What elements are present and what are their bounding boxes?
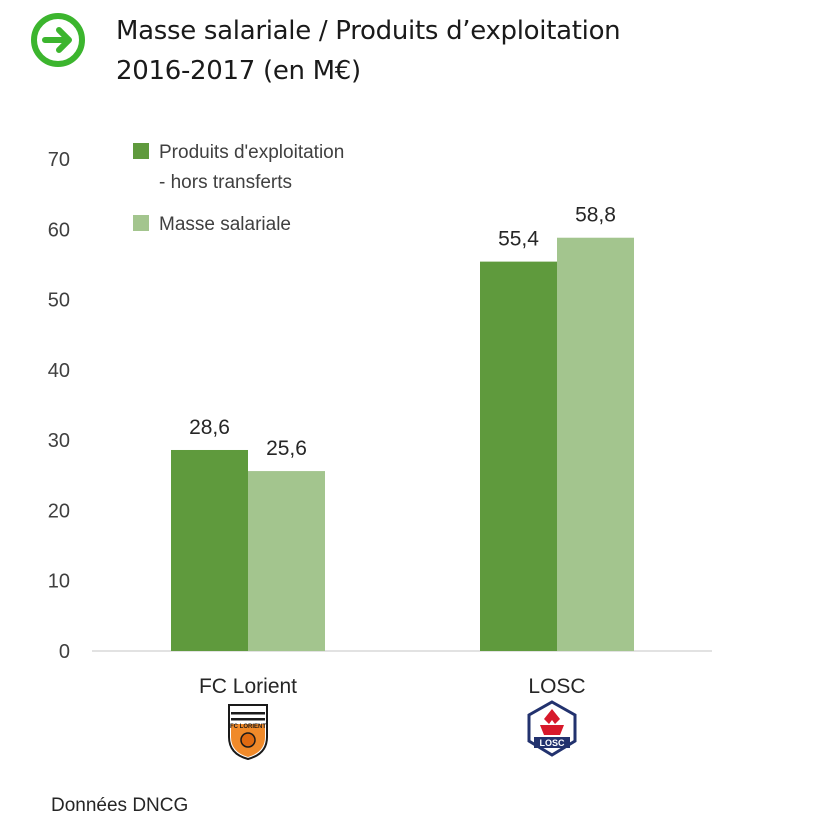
bar (480, 261, 557, 651)
data-label: 58,8 (575, 204, 616, 227)
y-axis: 0 10 20 30 40 50 60 70 (48, 149, 70, 663)
category-label: LOSC (528, 675, 585, 698)
data-label: 28,6 (189, 416, 230, 439)
legend: Produits d'exploitation - hors transferts… (133, 142, 344, 235)
source-note: Données DNCG (51, 795, 189, 816)
fc-lorient-crest-text: FC LORIENT (230, 724, 266, 730)
y-tick-label: 40 (48, 360, 70, 382)
arrow-circle-right-icon (31, 13, 85, 67)
y-tick-label: 20 (48, 500, 70, 522)
legend-label: - hors transferts (159, 172, 292, 193)
legend-label: Produits d'exploitation (159, 142, 344, 163)
data-label: 25,6 (266, 437, 307, 460)
y-tick-label: 0 (59, 641, 70, 663)
y-tick-label: 30 (48, 430, 70, 452)
y-tick-label: 60 (48, 219, 70, 241)
category-label: FC Lorient (199, 675, 297, 698)
bar (248, 471, 325, 651)
data-label: 55,4 (498, 228, 539, 251)
losc-crest-text: LOSC (539, 738, 565, 748)
fc-lorient-crest-icon: FC LORIENT (228, 704, 268, 761)
legend-swatch (133, 143, 149, 159)
losc-crest-icon: LOSC (527, 700, 577, 757)
chart-title-line-2: 2016-2017 (en M€) (116, 56, 361, 86)
legend-swatch (133, 215, 149, 231)
y-tick-label: 10 (48, 571, 70, 593)
bar (557, 237, 634, 651)
y-tick-label: 50 (48, 290, 70, 312)
y-tick-label: 70 (48, 149, 70, 171)
chart-title-line-1: Masse salariale / Produits d’exploitatio… (116, 16, 621, 46)
bar (171, 449, 248, 651)
legend-label: Masse salariale (159, 214, 291, 235)
